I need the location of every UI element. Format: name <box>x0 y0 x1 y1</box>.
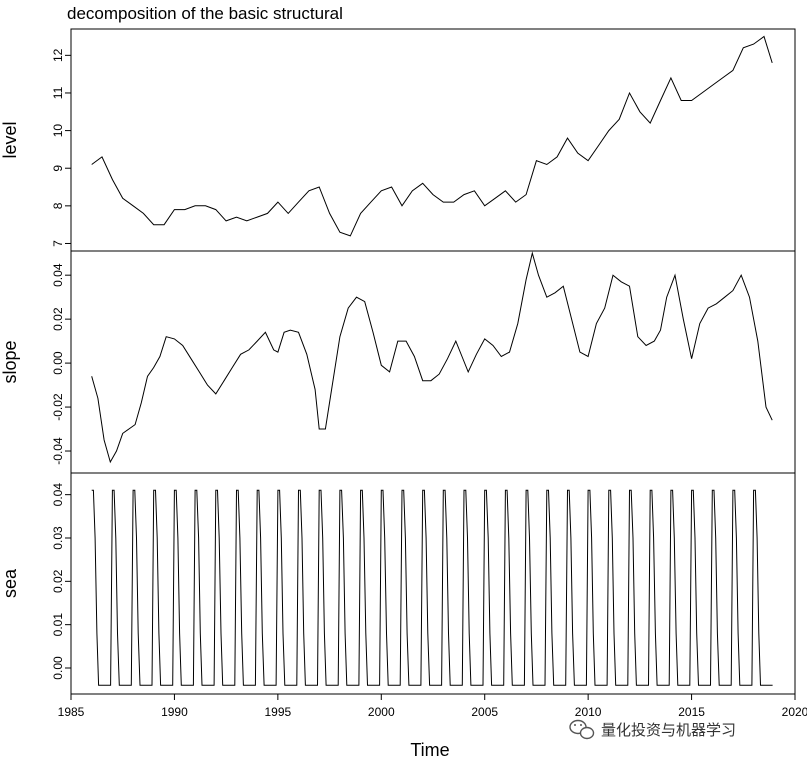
y-tick-label: 0.00 <box>51 656 65 680</box>
x-axis-label: Time <box>410 740 449 760</box>
y-tick-label: 11 <box>51 86 65 99</box>
y-axis-label-level: level <box>0 121 20 158</box>
x-tick-label: 1990 <box>161 705 188 719</box>
x-tick-label: 2015 <box>678 705 705 719</box>
watermark: 量化投资与机器学习 <box>569 719 736 740</box>
y-tick-label: 0.04 <box>51 483 65 507</box>
y-tick-label: 0.02 <box>51 569 65 593</box>
x-tick-label: 1985 <box>58 705 85 719</box>
x-tick-label: 2000 <box>368 705 395 719</box>
y-axis-label-sea: sea <box>0 568 20 598</box>
y-tick-label: 7 <box>51 240 65 247</box>
y-tick-label: 0.02 <box>51 307 65 331</box>
y-tick-label: 0.00 <box>51 351 65 375</box>
y-tick-label: 10 <box>51 124 65 138</box>
panel-sea: 0.00 0.01 0.02 0.03 0.04 sea <box>0 472 796 695</box>
y-tick-label: 8 <box>51 202 65 209</box>
y-axis-label-slope: slope <box>0 340 20 383</box>
y-tick-label: 0.03 <box>51 526 65 550</box>
y-tick-label: 9 <box>51 165 65 172</box>
panels: 7 8 9 10 11 12 level -0.04 -0.02 0.00 0.02 0.04 slop… <box>0 28 796 695</box>
series-line-level <box>91 35 773 237</box>
series-line-sea <box>91 489 773 686</box>
watermark-text: 量化投资与机器学习 <box>601 721 736 739</box>
x-tick-label: 2005 <box>471 705 498 719</box>
chart-title: decomposition of the basic structural <box>67 4 343 23</box>
x-tick-label: 2020 <box>782 705 807 719</box>
panel-slope: -0.04 -0.02 0.00 0.02 0.04 slope <box>0 250 796 474</box>
x-axis: 1985 1990 1995 2000 2005 2010 2015 2020 <box>58 694 807 719</box>
series-line-slope <box>91 251 773 464</box>
wechat-icon <box>569 719 595 740</box>
y-tick-label: 0.01 <box>51 613 65 637</box>
y-tick-label: -0.04 <box>51 437 65 465</box>
y-tick-label: -0.02 <box>51 393 65 421</box>
panel-frame <box>70 472 796 695</box>
y-tick-label: 0.04 <box>51 263 65 287</box>
y-tick-label: 12 <box>51 48 65 62</box>
x-tick-label: 2010 <box>575 705 602 719</box>
x-tick-label: 1995 <box>265 705 292 719</box>
